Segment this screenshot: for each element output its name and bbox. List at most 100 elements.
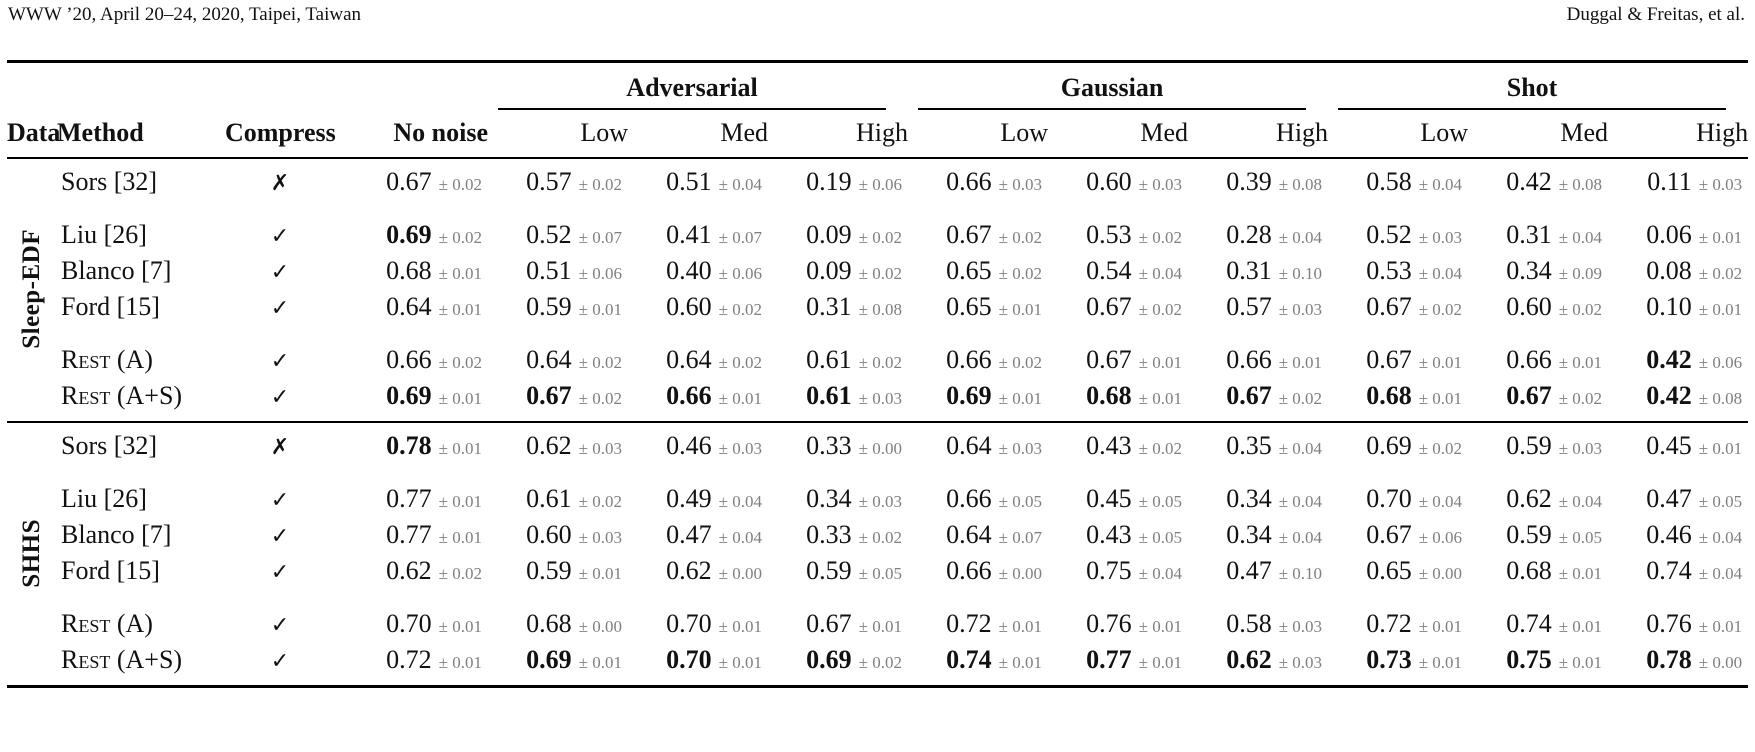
table-row: Blanco [7] ✓ 0.77 ± 0.01 0.60 ± 0.03 0.47 ± 0.0… [7,517,1748,553]
value-cell: 0.70 ± 0.01 [628,642,768,687]
value: 0.67 [946,220,992,249]
stddev: ± 0.04 [1138,264,1183,283]
stddev: ± 0.04 [718,175,762,194]
value-cell: 0.42 ± 0.06 [1608,325,1748,378]
stddev: ± 0.05 [1138,528,1183,547]
value-cell: 0.11 ± 0.03 [1608,158,1748,200]
value-cell: 0.74 ± 0.01 [908,642,1048,687]
stddev: ± 0.02 [438,228,482,247]
stddev: ± 0.04 [718,528,762,547]
stddev: ± 0.01 [1698,228,1743,247]
value-cell: 0.78 ± 0.00 [1608,642,1748,687]
value: 0.42 [1646,345,1692,374]
stddev: ± 0.06 [858,175,903,194]
value: 0.61 [806,381,852,410]
table-row: Rest (A) ✓ 0.66 ± 0.02 0.64 ± 0.02 0.64 ± 0.02 0… [7,325,1748,378]
stddev: ± 0.01 [438,617,482,636]
value-cell: 0.06 ± 0.01 [1608,200,1748,253]
value-cell: 0.68 ± 0.01 [1328,378,1468,422]
value-cell: 0.67 ± 0.02 [488,378,628,422]
value-cell: 0.31 ± 0.10 [1188,253,1328,289]
column-header-row: Data Method Compress No noise Low Med Hi… [7,110,1749,159]
check-icon: ✓ [270,385,290,410]
stddev: ± 0.01 [1138,353,1183,372]
value: 0.61 [526,484,572,513]
col-header-shot-high: High [1608,110,1749,159]
value: 0.11 [1647,167,1692,196]
noise-group-header-row: Adversarial Gaussian Shot [7,62,1748,110]
stddev: ± 0.07 [718,228,762,247]
value-cell: 0.66 ± 0.01 [1188,325,1328,378]
value-cell: 0.62 ± 0.04 [1468,464,1608,517]
value-cell: 0.35 ± 0.04 [1188,422,1328,464]
value-cell: 0.73 ± 0.01 [1328,642,1468,687]
value: 0.53 [1366,256,1412,285]
value-cell: 0.66 ± 0.01 [1468,325,1608,378]
value-cell: 0.31 ± 0.04 [1468,200,1608,253]
value: 0.62 [666,556,712,585]
stddev: ± 0.04 [1558,228,1603,247]
value-cell: 0.64 ± 0.03 [908,422,1048,464]
value: 0.08 [1646,256,1692,285]
stddev: ± 0.01 [1558,617,1603,636]
value: 0.66 [1506,345,1552,374]
value-cell: 0.69 ± 0.01 [908,378,1048,422]
value: 0.31 [1506,220,1552,249]
value-cell: 0.60 ± 0.02 [1468,289,1608,325]
value-cell: 0.43 ± 0.05 [1048,517,1188,553]
value-cell: 0.60 ± 0.02 [628,289,768,325]
stddev: ± 0.03 [578,439,622,458]
value: 0.70 [666,609,712,638]
value: 0.59 [1506,431,1552,460]
stddev: ± 0.01 [1138,617,1183,636]
value-cell: 0.34 ± 0.04 [1188,517,1328,553]
stddev: ± 0.09 [1558,264,1603,283]
stddev: ± 0.03 [1278,300,1323,319]
value: 0.42 [1646,381,1692,410]
stddev: ± 0.01 [998,617,1043,636]
value: 0.34 [806,484,852,513]
value: 0.67 [1366,292,1412,321]
value: 0.66 [946,345,992,374]
value-cell: 0.41 ± 0.07 [628,200,768,253]
value-cell: 0.46 ± 0.04 [1608,517,1748,553]
value-cell: 0.68 ± 0.00 [488,589,628,642]
value-cell: 0.54 ± 0.04 [1048,253,1188,289]
value: 0.46 [666,431,712,460]
value: 0.66 [946,167,992,196]
value: 0.67 [1226,381,1272,410]
method-cell: Ford [15] [61,292,160,321]
value-cell: 0.64 ± 0.07 [908,517,1048,553]
stddev: ± 0.01 [438,300,482,319]
value: 0.69 [386,220,432,249]
value: 0.51 [666,167,712,196]
stddev: ± 0.01 [1278,353,1323,372]
value-cell: 0.67 ± 0.02 [1468,378,1608,422]
value-cell: 0.34 ± 0.03 [768,464,908,517]
col-header-gau-low: Low [908,110,1049,159]
value: 0.40 [666,256,712,285]
stddev: ± 0.10 [1278,564,1323,583]
stddev: ± 0.00 [1418,564,1463,583]
value-cell: 0.52 ± 0.07 [488,200,628,253]
value-cell: 0.28 ± 0.04 [1188,200,1328,253]
stddev: ± 0.01 [438,492,482,511]
stddev: ± 0.04 [1418,492,1463,511]
value: 0.68 [386,256,432,285]
value: 0.42 [1506,167,1552,196]
stddev: ± 0.03 [1278,653,1323,672]
value: 0.66 [946,484,992,513]
value: 0.58 [1226,609,1272,638]
method-cell: Blanco [7] [61,256,172,285]
value-cell: 0.61 ± 0.02 [488,464,628,517]
col-header-shot-med: Med [1468,110,1609,159]
value-cell: 0.46 ± 0.03 [628,422,768,464]
table-row: Blanco [7] ✓ 0.68 ± 0.01 0.51 ± 0.06 0.40 ± 0.0… [7,253,1748,289]
table-row: Rest (A+S) ✓ 0.69 ± 0.01 0.67 ± 0.02 0.66 ± 0.0… [7,378,1748,422]
col-header-gau-high: High [1188,110,1329,159]
method-cell: Sors [32] [61,167,158,196]
running-header: WWW ’20, April 20–24, 2020, Taipei, Taiw… [0,0,1755,26]
value-cell: 0.74 ± 0.01 [1468,589,1608,642]
value: 0.43 [1086,431,1132,460]
value-cell: 0.49 ± 0.04 [628,464,768,517]
